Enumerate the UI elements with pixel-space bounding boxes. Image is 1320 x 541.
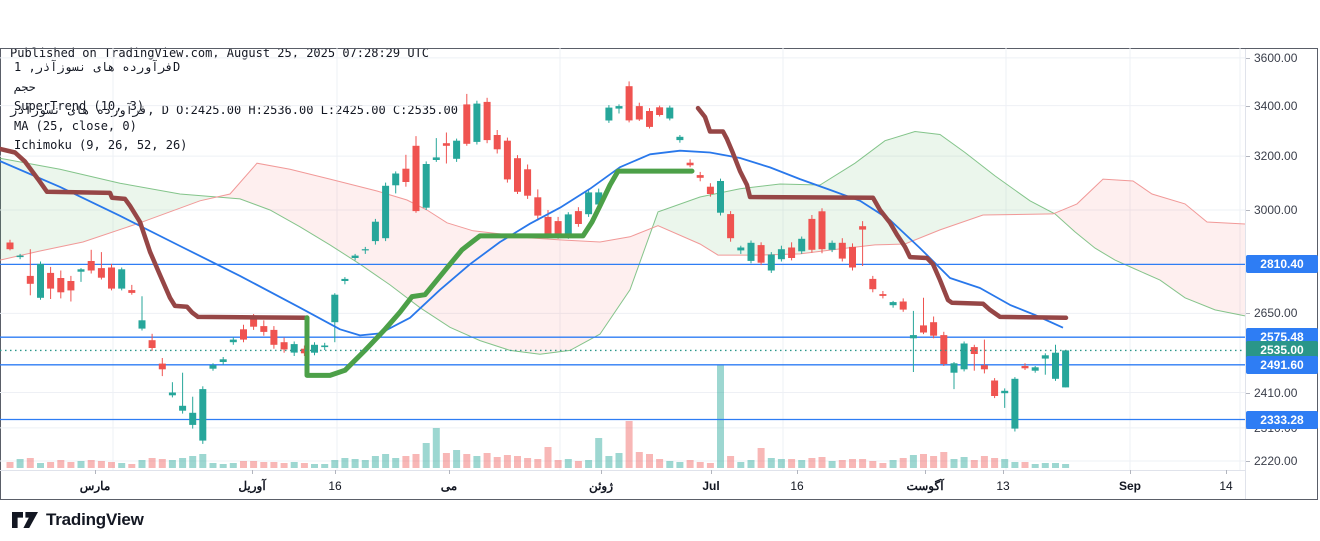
ichimoku-cloud — [0, 130, 1245, 355]
price-tick-mark — [1246, 105, 1250, 107]
time-axis[interactable]: مارس آوریل 16 می ژوئن Jul 16 آگوست 13 Sep 14 — [0, 470, 1245, 500]
plot-bottom-border — [0, 470, 1245, 471]
axis-separator — [1245, 49, 1246, 499]
time-tick-mark — [449, 470, 450, 474]
time-tick-mark — [711, 470, 712, 474]
time-tick-mark — [797, 470, 798, 474]
candles — [6, 81, 1070, 444]
price-tick-label: 2650.00 — [1254, 306, 1298, 321]
tradingview-logo-link[interactable]: TradingView — [12, 510, 144, 530]
time-tick-mark — [335, 470, 336, 474]
level-price-badge: 2333.28 — [1246, 410, 1318, 429]
time-label: آگوست — [906, 479, 944, 493]
level-price-badge: 2491.60 — [1246, 355, 1318, 374]
legend-supertrend[interactable]: SuperTrend (10, 3) — [14, 99, 145, 113]
level-lines — [0, 263, 1245, 421]
chart-legend: فرآورده های نسوزآذر, 1D حجم SuperTrend (10… — [14, 58, 187, 156]
legend-volume[interactable]: حجم — [14, 79, 36, 94]
time-tick-mark — [95, 470, 96, 474]
price-axis[interactable]: 3600.00 3400.00 3200.00 3000.00 2650.00 2410.… — [1246, 48, 1319, 500]
time-label: 16 — [328, 479, 342, 493]
price-tick-mark — [1246, 313, 1250, 315]
price-tick-label: 3400.00 — [1254, 98, 1298, 113]
price-tick-mark — [1246, 156, 1250, 158]
footer: TradingView — [0, 500, 1320, 541]
grid-lines — [0, 48, 1245, 470]
time-label: Jul — [702, 479, 720, 493]
time-tick-mark — [1130, 470, 1131, 474]
time-tick-mark — [925, 470, 926, 474]
time-label: 13 — [996, 479, 1010, 493]
time-label: 16 — [790, 479, 804, 493]
time-label: Sep — [1118, 479, 1142, 493]
time-tick-mark — [252, 470, 253, 474]
legend-symbol[interactable]: فرآورده های نسوزآذر, 1D — [14, 60, 181, 74]
time-tick-mark — [601, 470, 602, 474]
time-label: آوریل — [238, 479, 266, 493]
price-tick-label: 3000.00 — [1254, 202, 1298, 217]
price-tick-label: 3200.00 — [1254, 149, 1298, 164]
price-tick-mark — [1246, 57, 1250, 59]
supertrend-line — [0, 105, 1069, 378]
price-tick-label: 2220.00 — [1254, 454, 1298, 468]
price-tick-mark — [1246, 461, 1250, 462]
price-tick-label: 3600.00 — [1254, 50, 1298, 65]
legend-ichimoku[interactable]: Ichimoku (9, 26, 52, 26) — [14, 138, 188, 152]
legend-ma[interactable]: MA (25, close, 0) — [14, 118, 137, 133]
last-price-badge: 2535.00 — [1246, 341, 1318, 360]
published-line: Published on TradingView.com, August 25,… — [10, 46, 430, 60]
price-tick-label: 2410.00 — [1254, 385, 1298, 400]
time-label: مارس — [79, 479, 111, 493]
level-price-badge: 2810.40 — [1246, 255, 1318, 274]
time-label: می — [440, 479, 458, 493]
time-tick-mark — [1003, 470, 1004, 474]
ma-line — [0, 149, 1064, 337]
tradingview-wordmark: TradingView — [46, 510, 144, 529]
price-chart-canvas[interactable] — [0, 0, 1245, 470]
time-label: 14 — [1219, 479, 1233, 493]
price-tick-mark — [1246, 209, 1250, 211]
time-tick-mark — [1226, 470, 1227, 474]
price-tick-mark — [1246, 392, 1250, 394]
time-label: ژوئن — [588, 479, 614, 493]
tradingview-logo-icon — [12, 511, 39, 529]
volume-bars — [6, 365, 1070, 468]
